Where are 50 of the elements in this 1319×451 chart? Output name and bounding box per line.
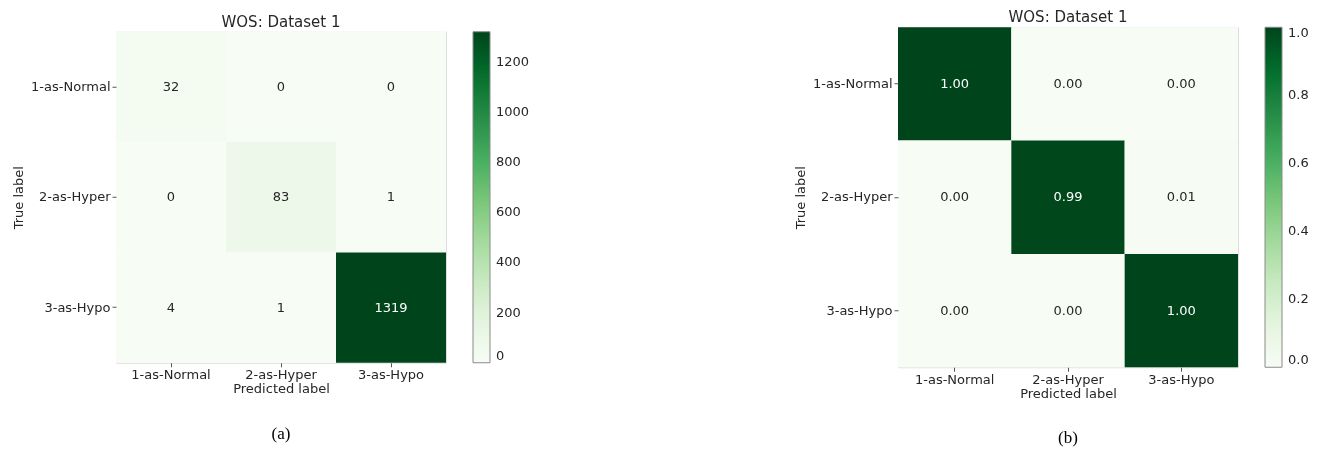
x-tick-label: 3-as-Hypo bbox=[1148, 371, 1215, 387]
data-label: 1319 bbox=[374, 299, 408, 315]
x-axis-title: Predicted label bbox=[233, 381, 330, 397]
color-bar-label: 1200 bbox=[496, 53, 530, 69]
x-tick-label: 1-as-Normal bbox=[914, 371, 995, 387]
color-bar-label: 1.0 bbox=[1288, 25, 1309, 41]
color-bar-label: 0.6 bbox=[1288, 155, 1309, 171]
color-bar-label: 200 bbox=[496, 304, 521, 320]
x-tick-label: 2-as-Hyper bbox=[245, 367, 318, 383]
x-tick-label: 1-as-Normal bbox=[131, 367, 211, 383]
data-label: 0.00 bbox=[940, 189, 970, 205]
data-label: 1.00 bbox=[1166, 302, 1196, 318]
data-label: 1 bbox=[386, 189, 396, 205]
y-tick-label: 1-as-Normal bbox=[813, 75, 893, 91]
color-bar-label: 0.4 bbox=[1288, 223, 1309, 239]
data-label: 0.01 bbox=[1166, 189, 1196, 205]
x-tick-label: 2-as-Hyper bbox=[1032, 371, 1105, 387]
color-bar-label: 1000 bbox=[496, 103, 530, 119]
data-label: 0.00 bbox=[1053, 302, 1083, 318]
text: (b) bbox=[1058, 428, 1078, 448]
data-label: 4 bbox=[166, 299, 176, 315]
data-label: 0.99 bbox=[1053, 189, 1083, 205]
y-axis-title: True label bbox=[11, 166, 27, 231]
color-bar-label: 0.2 bbox=[1288, 291, 1309, 307]
y-tick-label: 1-as-Normal bbox=[31, 78, 111, 94]
x-tick-label: 3-as-Hypo bbox=[357, 367, 425, 383]
y-tick-label: 3-as-Hypo bbox=[44, 299, 111, 315]
y-tick-label: 2-as-Hyper bbox=[821, 189, 894, 205]
data-label: 0 bbox=[276, 78, 286, 94]
color-bar-label: 0.8 bbox=[1288, 87, 1309, 103]
color-bar-label: 800 bbox=[496, 153, 521, 169]
y-tick-label: 2-as-Hyper bbox=[39, 189, 112, 205]
chart-title: WOS: Dataset 1 bbox=[1008, 8, 1128, 27]
data-label: 0 bbox=[166, 189, 176, 205]
data-label: 0.00 bbox=[1053, 75, 1083, 91]
color-bar-label: 0.0 bbox=[1288, 352, 1309, 368]
chart-title: WOS: Dataset 1 bbox=[221, 12, 341, 31]
text: (a) bbox=[271, 423, 291, 443]
data-label: 0.00 bbox=[940, 302, 970, 318]
y-axis-title: True label bbox=[793, 166, 809, 231]
data-label: 1.00 bbox=[940, 75, 970, 91]
data-label: 83 bbox=[272, 189, 290, 205]
data-label: 0.00 bbox=[1166, 75, 1196, 91]
data-label: 1 bbox=[276, 299, 286, 315]
color-bar-label: 400 bbox=[496, 254, 521, 270]
color-bar-label: 0 bbox=[496, 347, 505, 363]
color-bar-label: 600 bbox=[496, 204, 521, 220]
data-label: 32 bbox=[162, 78, 180, 94]
y-tick-label: 3-as-Hypo bbox=[826, 302, 893, 318]
data-label: 0 bbox=[386, 78, 396, 94]
